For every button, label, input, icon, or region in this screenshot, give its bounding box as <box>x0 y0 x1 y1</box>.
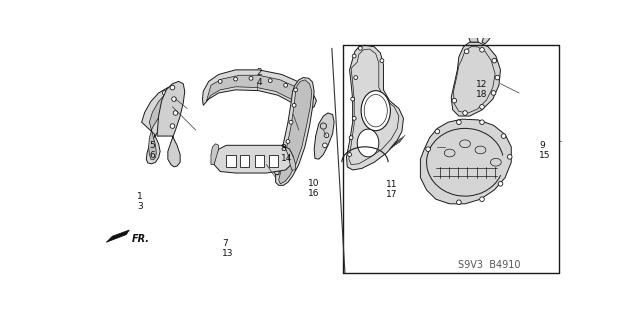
Circle shape <box>170 85 175 90</box>
Ellipse shape <box>361 91 390 131</box>
Circle shape <box>349 136 353 139</box>
Circle shape <box>166 100 170 105</box>
Text: 9
15: 9 15 <box>539 140 550 160</box>
Circle shape <box>305 99 308 103</box>
Circle shape <box>218 79 222 83</box>
Circle shape <box>163 91 167 95</box>
Polygon shape <box>214 145 293 173</box>
Circle shape <box>294 88 298 92</box>
Circle shape <box>456 200 461 204</box>
Circle shape <box>480 120 484 124</box>
Text: S9V3  B4910: S9V3 B4910 <box>458 260 521 271</box>
Text: FR.: FR. <box>132 234 150 244</box>
Circle shape <box>492 58 497 63</box>
Circle shape <box>501 134 506 138</box>
Circle shape <box>172 97 176 101</box>
Text: 12
18: 12 18 <box>476 80 487 100</box>
Text: 7
13: 7 13 <box>222 239 234 258</box>
Circle shape <box>351 97 355 101</box>
Circle shape <box>352 116 356 120</box>
Bar <box>255 154 264 167</box>
Polygon shape <box>202 70 316 110</box>
Circle shape <box>163 122 167 126</box>
Circle shape <box>170 124 175 128</box>
Circle shape <box>354 76 358 79</box>
Circle shape <box>168 111 173 115</box>
Polygon shape <box>314 113 334 159</box>
Polygon shape <box>420 119 511 204</box>
Text: 8
14: 8 14 <box>281 144 292 163</box>
Circle shape <box>320 123 326 129</box>
Circle shape <box>480 105 484 109</box>
Polygon shape <box>157 81 185 167</box>
Circle shape <box>492 91 496 95</box>
Circle shape <box>268 79 272 83</box>
Circle shape <box>452 98 456 103</box>
Text: 2
4: 2 4 <box>257 68 262 87</box>
Circle shape <box>480 48 484 52</box>
Circle shape <box>464 49 469 54</box>
Polygon shape <box>141 85 182 164</box>
Polygon shape <box>451 42 500 116</box>
Polygon shape <box>211 144 219 165</box>
Polygon shape <box>346 45 403 170</box>
Circle shape <box>284 83 287 87</box>
Circle shape <box>358 46 362 50</box>
Circle shape <box>295 91 299 95</box>
Bar <box>227 154 236 167</box>
Circle shape <box>456 120 461 124</box>
Circle shape <box>508 154 512 159</box>
Circle shape <box>380 59 384 63</box>
Circle shape <box>348 152 351 157</box>
Polygon shape <box>268 147 280 174</box>
Circle shape <box>495 75 500 80</box>
Bar <box>240 154 250 167</box>
Polygon shape <box>463 24 478 42</box>
Circle shape <box>498 182 503 186</box>
Circle shape <box>289 120 293 124</box>
Circle shape <box>323 143 327 148</box>
Text: 10
16: 10 16 <box>308 179 320 198</box>
Polygon shape <box>206 75 311 108</box>
Circle shape <box>292 103 296 107</box>
Text: 1
3: 1 3 <box>138 192 143 211</box>
Circle shape <box>173 111 178 115</box>
Circle shape <box>480 197 484 202</box>
Circle shape <box>286 139 290 143</box>
Polygon shape <box>106 230 129 242</box>
Polygon shape <box>148 90 175 160</box>
Ellipse shape <box>357 129 379 157</box>
Circle shape <box>234 77 237 81</box>
Circle shape <box>435 129 440 134</box>
Polygon shape <box>482 26 494 44</box>
Circle shape <box>324 133 329 137</box>
Circle shape <box>249 76 253 80</box>
Polygon shape <box>276 78 314 185</box>
Polygon shape <box>282 145 296 170</box>
Circle shape <box>283 157 287 161</box>
Circle shape <box>463 111 467 115</box>
Text: 5
6: 5 6 <box>150 140 156 160</box>
Text: 11
17: 11 17 <box>386 180 397 199</box>
Circle shape <box>426 147 431 152</box>
Polygon shape <box>279 80 312 184</box>
Circle shape <box>352 54 356 58</box>
Bar <box>269 154 278 167</box>
